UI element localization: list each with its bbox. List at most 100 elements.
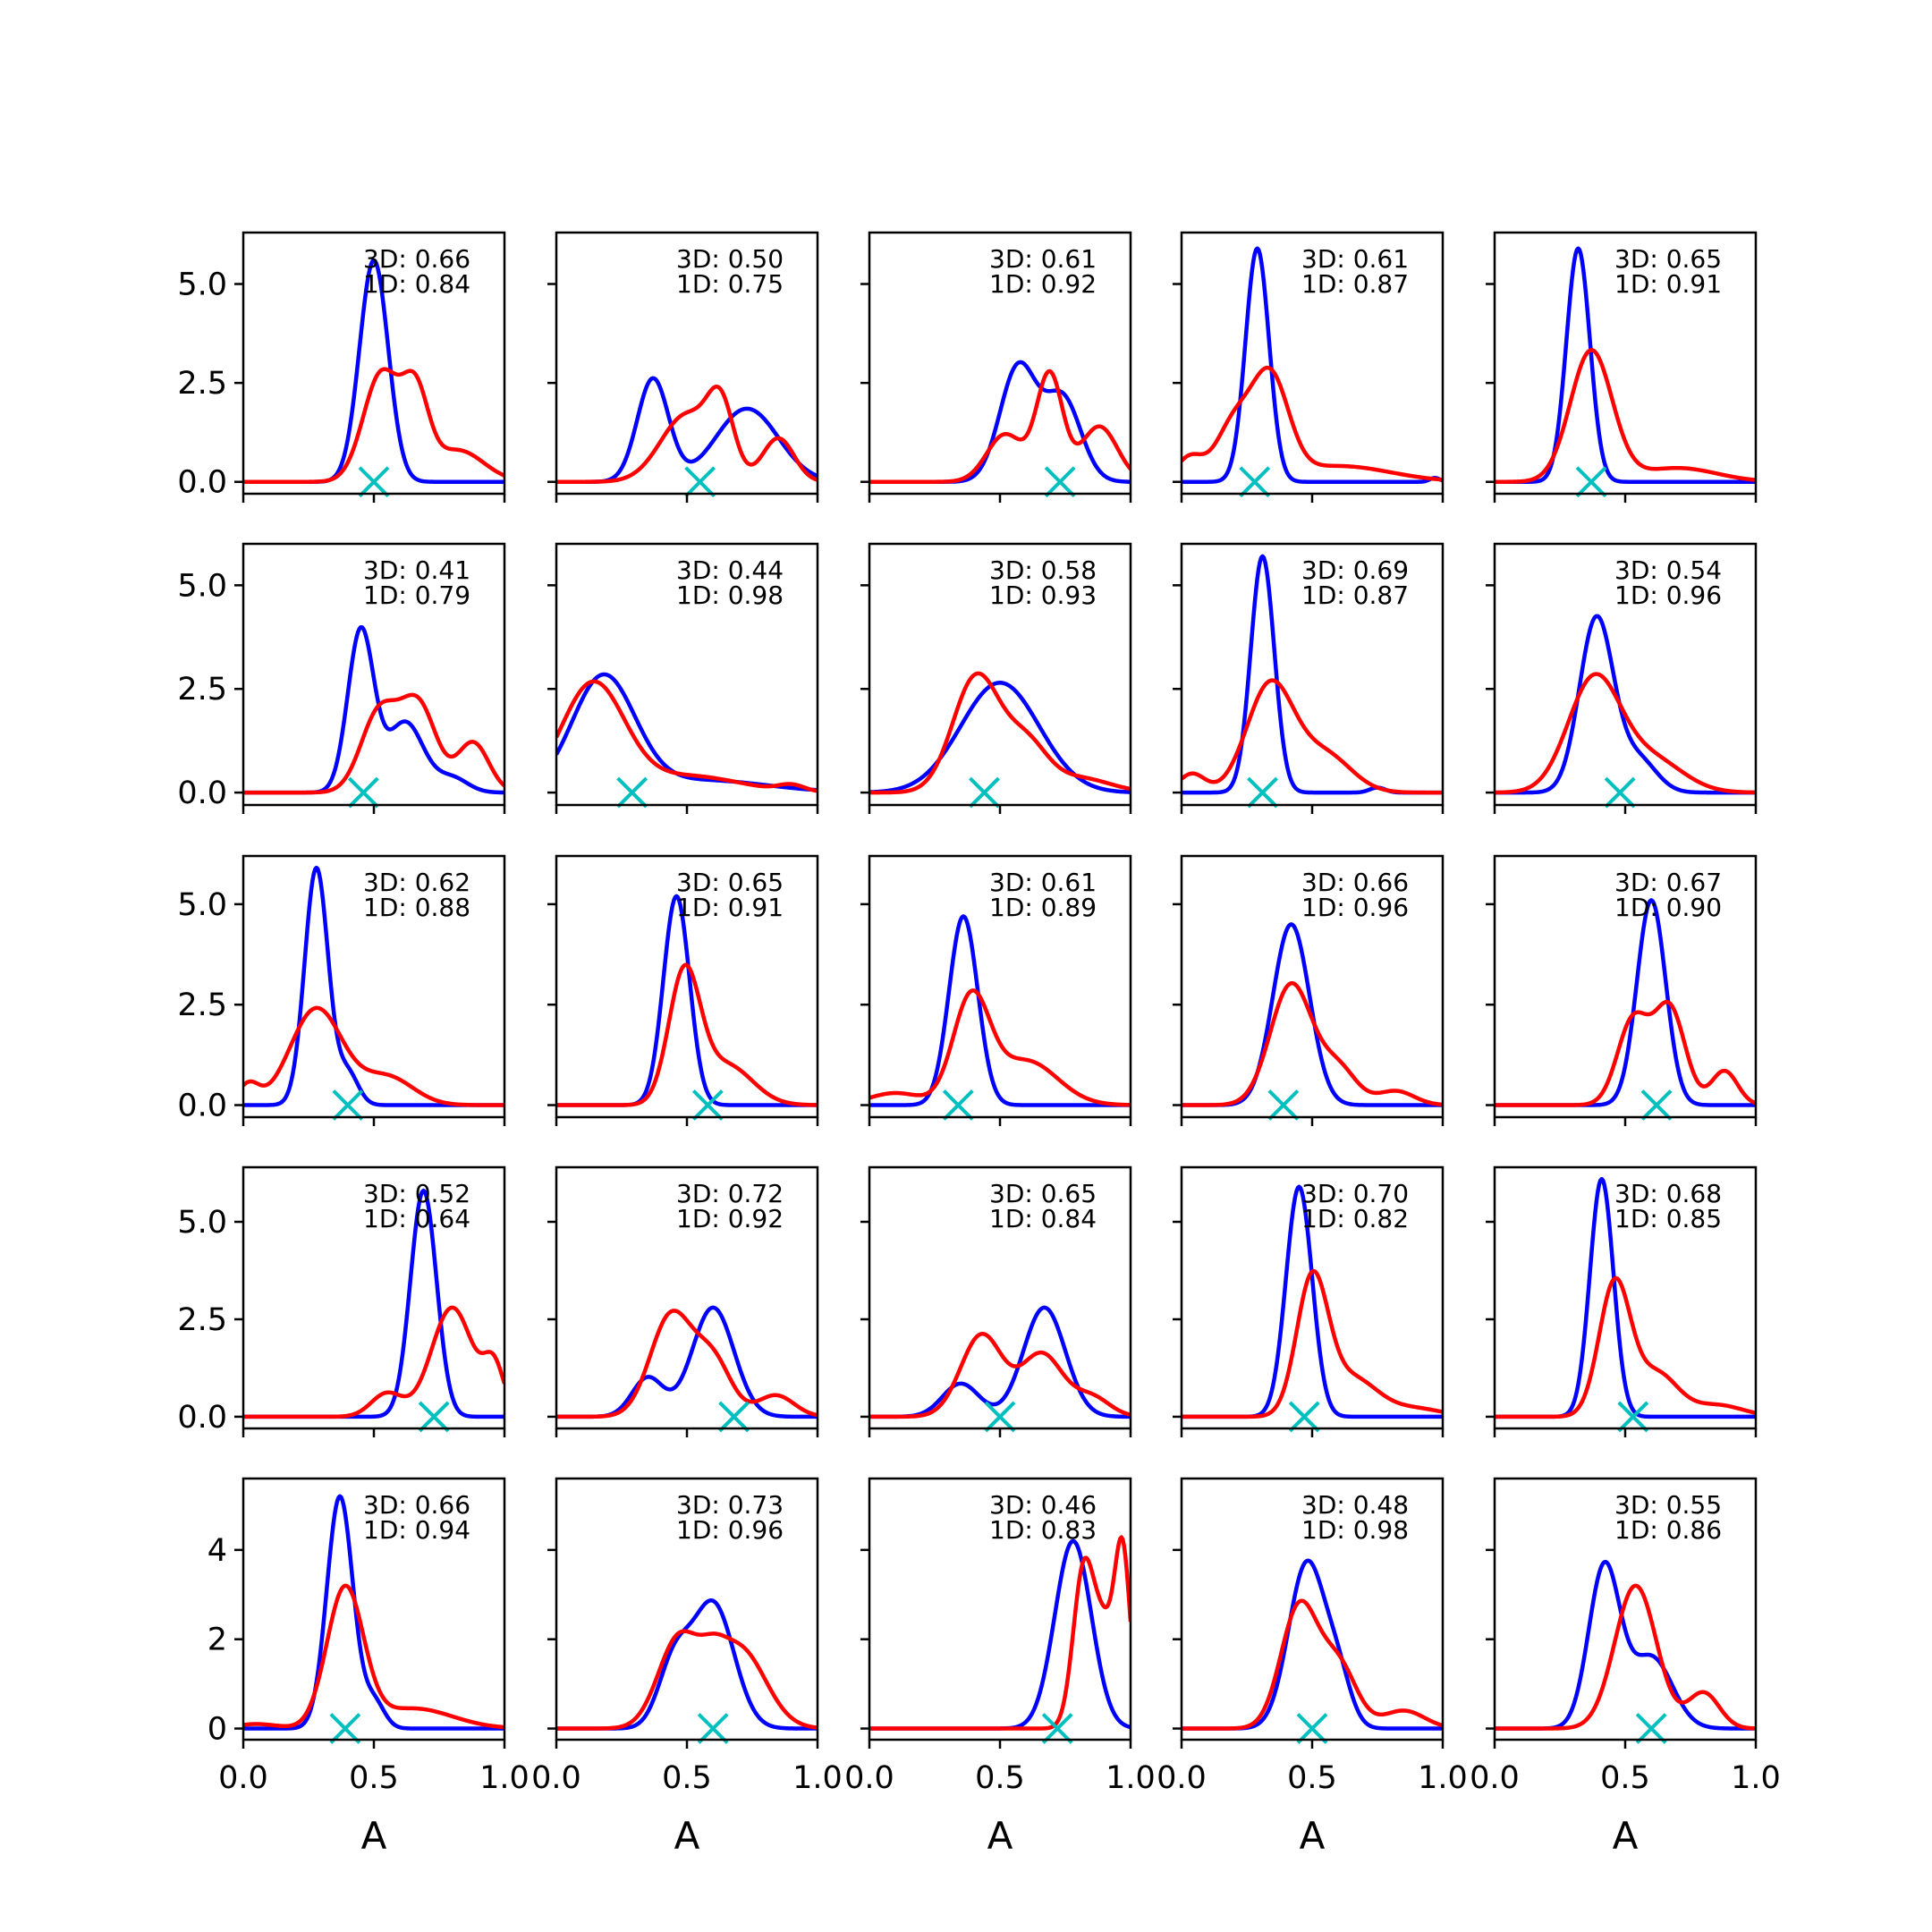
score-annotation: 3D: 0.68: [1614, 1179, 1722, 1208]
red-density-line: [1182, 980, 1443, 1107]
x-marker: [718, 1401, 750, 1433]
x-axis-label: A: [1300, 1814, 1326, 1858]
x-tick-label: 1.0: [1106, 1760, 1156, 1796]
x-marker: [418, 1401, 450, 1433]
x-marker: [1640, 1089, 1673, 1121]
blue-density-line: [869, 681, 1131, 794]
blue-density-line: [243, 1494, 504, 1731]
score-annotation: 3D: 0.65: [676, 868, 784, 897]
score-annotation: 3D: 0.58: [989, 555, 1097, 585]
score-annotation: 1D: 0.91: [1614, 269, 1722, 299]
y-tick-label: 5.0: [177, 887, 227, 923]
y-tick-label: 5.0: [177, 568, 227, 604]
x-marker: [969, 776, 1000, 809]
x-marker: [1267, 1089, 1300, 1121]
red-density-line: [1495, 1583, 1756, 1731]
y-tick-label: 0.0: [177, 465, 227, 501]
score-annotation: 1D: 0.75: [676, 269, 784, 299]
blue-density-line: [869, 914, 1131, 1107]
blue-density-line: [556, 894, 818, 1107]
y-tick-label: 0.0: [177, 1089, 227, 1124]
red-density-line: [1182, 365, 1443, 482]
red-density-line: [243, 367, 504, 484]
x-tick-label: 0.5: [1287, 1760, 1337, 1796]
score-annotation: 1D: 0.89: [989, 893, 1097, 922]
x-marker: [1617, 1401, 1649, 1433]
x-marker: [697, 1713, 729, 1744]
score-annotation: 3D: 0.70: [1301, 1179, 1409, 1208]
red-density-line: [556, 1309, 818, 1419]
y-tick-label: 2.5: [177, 672, 227, 708]
x-marker: [1247, 776, 1278, 809]
red-density-line: [869, 1332, 1131, 1419]
x-tick-label: 1.0: [1731, 1760, 1781, 1796]
red-density-line: [556, 962, 818, 1107]
x-marker: [358, 466, 390, 498]
score-annotation: 3D: 0.62: [363, 868, 470, 897]
y-tick-label: 0.0: [177, 1400, 227, 1436]
red-density-line: [869, 369, 1131, 484]
red-density-line: [869, 1535, 1131, 1731]
blue-density-line: [556, 672, 818, 792]
red-density-line: [556, 384, 818, 484]
score-annotation: 1D: 0.82: [1301, 1204, 1409, 1233]
x-tick-label: 0.0: [1157, 1760, 1207, 1796]
x-axis-label: A: [1613, 1814, 1639, 1858]
y-tick-label: 2.5: [177, 1302, 227, 1338]
blue-density-line: [1182, 246, 1443, 484]
x-axis-label: A: [361, 1814, 387, 1858]
score-annotation: 1D: 0.98: [1301, 1515, 1409, 1545]
x-marker: [1044, 466, 1076, 498]
y-tick-label: 5.0: [177, 267, 227, 303]
x-marker: [329, 1713, 361, 1744]
score-annotation: 3D: 0.73: [676, 1490, 784, 1520]
x-marker: [1239, 466, 1271, 498]
red-density-line: [1495, 348, 1756, 484]
y-tick-label: 0.0: [177, 775, 227, 811]
score-annotation: 3D: 0.66: [363, 244, 470, 274]
score-annotation: 3D: 0.41: [363, 555, 470, 585]
x-marker: [616, 776, 648, 809]
x-tick-label: 1.0: [792, 1760, 843, 1796]
score-annotation: 3D: 0.66: [363, 1490, 470, 1520]
blue-density-line: [556, 1598, 818, 1731]
score-annotation: 1D: 0.88: [363, 893, 470, 922]
red-density-line: [243, 1583, 504, 1730]
x-marker: [691, 1089, 724, 1121]
score-annotation: 3D: 0.55: [1614, 1490, 1722, 1520]
score-annotation: 3D: 0.69: [1301, 555, 1409, 585]
score-annotation: 1D: 0.93: [989, 580, 1097, 610]
y-tick-label: 2.5: [177, 987, 227, 1023]
red-density-line: [556, 679, 818, 793]
y-tick-label: 2: [208, 1623, 227, 1658]
x-axis-label: A: [987, 1814, 1013, 1858]
red-density-line: [243, 1005, 504, 1107]
x-marker: [347, 776, 379, 809]
x-tick-label: 0.5: [349, 1760, 399, 1796]
x-tick-label: 0.0: [1470, 1760, 1520, 1796]
score-annotation: 1D: 0.92: [989, 269, 1097, 299]
score-annotation: 3D: 0.61: [989, 868, 1097, 897]
score-annotation: 1D: 0.83: [989, 1515, 1097, 1545]
score-annotation: 3D: 0.65: [989, 1179, 1097, 1208]
score-annotation: 3D: 0.54: [1614, 555, 1722, 585]
score-annotation: 1D: 0.90: [1614, 893, 1722, 922]
x-tick-label: 0.5: [662, 1760, 712, 1796]
x-tick-label: 0.0: [531, 1760, 581, 1796]
x-marker: [1041, 1713, 1073, 1744]
score-annotation: 1D: 0.85: [1614, 1204, 1722, 1233]
x-marker: [332, 1089, 364, 1121]
